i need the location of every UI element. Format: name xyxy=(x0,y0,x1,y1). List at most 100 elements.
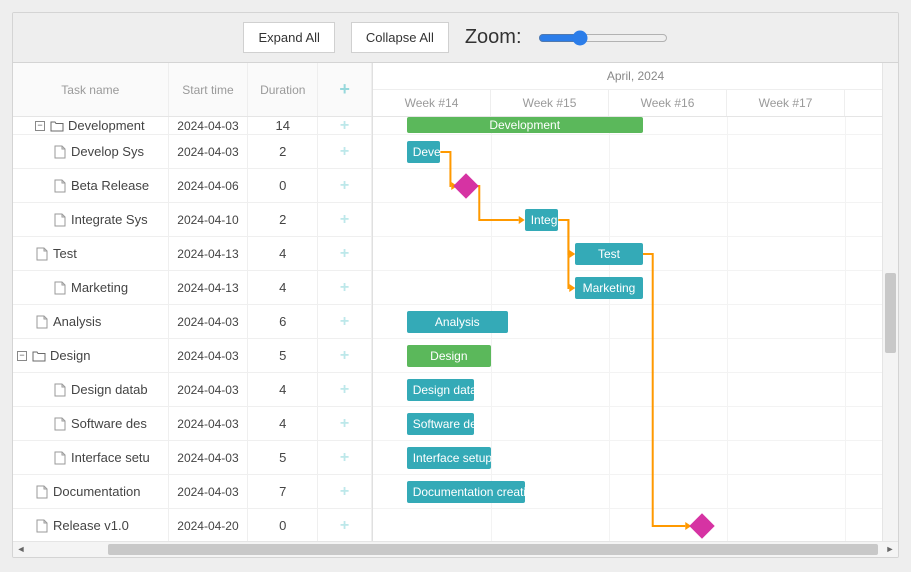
collapse-icon[interactable]: − xyxy=(17,351,27,361)
task-start-cell: 2024-04-03 xyxy=(169,305,249,338)
add-subtask-button[interactable]: + xyxy=(318,475,372,508)
table-row[interactable]: −Design2024-04-035+ xyxy=(13,339,372,373)
add-subtask-button[interactable]: + xyxy=(318,305,372,338)
task-name-cell: Software des xyxy=(13,407,169,440)
task-name-cell: Marketing xyxy=(13,271,169,304)
task-name-label: Develop Sys xyxy=(71,144,144,159)
add-subtask-button[interactable]: + xyxy=(318,339,372,372)
scrollbar-thumb[interactable] xyxy=(108,544,878,555)
gantt-bar-label: Marketing xyxy=(583,281,636,295)
add-subtask-button[interactable]: + xyxy=(318,117,372,134)
timescale-week: Week #16 xyxy=(609,90,727,116)
table-row[interactable]: Test2024-04-134+ xyxy=(13,237,372,271)
document-icon xyxy=(53,417,67,431)
vertical-scrollbar[interactable] xyxy=(882,63,898,541)
task-name-label: Integrate Sys xyxy=(71,212,148,227)
task-grid: Task name Start time Duration + −Develop… xyxy=(13,63,373,541)
table-row[interactable]: Documentation2024-04-037+ xyxy=(13,475,372,509)
task-name-label: Release v1.0 xyxy=(53,518,129,533)
task-name-label: Analysis xyxy=(53,314,101,329)
table-row[interactable]: Analysis2024-04-036+ xyxy=(13,305,372,339)
table-row[interactable]: Beta Release2024-04-060+ xyxy=(13,169,372,203)
chart-row xyxy=(373,135,898,169)
table-row[interactable]: Release v1.02024-04-200+ xyxy=(13,509,372,541)
task-start-cell: 2024-04-03 xyxy=(169,407,249,440)
column-header-duration[interactable]: Duration xyxy=(248,63,318,116)
table-row[interactable]: Interface setu 2024-04-035+ xyxy=(13,441,372,475)
gantt-chart: April, 2024 Week #14Week #15Week #16Week… xyxy=(373,63,898,541)
add-subtask-button[interactable]: + xyxy=(318,441,372,474)
scrollbar-thumb[interactable] xyxy=(885,273,896,353)
scroll-left-button[interactable]: ◄ xyxy=(13,542,29,556)
task-duration-cell: 4 xyxy=(248,373,318,406)
gantt-bar-label: Design datab xyxy=(413,383,474,397)
table-row[interactable]: Develop Sys2024-04-032+ xyxy=(13,135,372,169)
gantt-bar[interactable]: Documentation creatio xyxy=(407,481,525,503)
add-subtask-button[interactable]: + xyxy=(318,373,372,406)
gantt-bar-label: Design xyxy=(430,349,467,363)
gantt-bar[interactable]: Interface setup xyxy=(407,447,491,469)
task-start-cell: 2024-04-13 xyxy=(169,237,249,270)
add-task-button[interactable]: + xyxy=(318,63,372,116)
gantt-bar[interactable]: Marketing xyxy=(575,277,642,299)
horizontal-scrollbar[interactable]: ◄ ► xyxy=(13,541,898,557)
document-icon xyxy=(35,519,49,533)
gantt-bar-label: Test xyxy=(598,247,620,261)
task-duration-cell: 4 xyxy=(248,407,318,440)
table-row[interactable]: −Development2024-04-0314+ xyxy=(13,117,372,135)
task-name-label: Design datab xyxy=(71,382,148,397)
task-start-cell: 2024-04-03 xyxy=(169,441,249,474)
task-start-cell: 2024-04-06 xyxy=(169,169,249,202)
task-name-label: Interface setu xyxy=(71,450,150,465)
task-duration-cell: 7 xyxy=(248,475,318,508)
gantt-bar[interactable]: Design datab xyxy=(407,379,474,401)
zoom-slider[interactable] xyxy=(538,30,668,46)
task-duration-cell: 2 xyxy=(248,135,318,168)
gantt-bar[interactable]: Development xyxy=(407,117,643,133)
task-name-cell: Documentation xyxy=(13,475,169,508)
document-icon xyxy=(35,315,49,329)
task-name-cell: Release v1.0 xyxy=(13,509,169,541)
add-subtask-button[interactable]: + xyxy=(318,271,372,304)
add-subtask-button[interactable]: + xyxy=(318,407,372,440)
add-subtask-button[interactable]: + xyxy=(318,237,372,270)
task-name-cell: Design datab xyxy=(13,373,169,406)
document-icon xyxy=(53,145,67,159)
task-start-cell: 2024-04-20 xyxy=(169,509,249,541)
zoom-label: Zoom: xyxy=(465,26,522,49)
gantt-bar[interactable]: Integra xyxy=(525,209,559,231)
collapse-icon[interactable]: − xyxy=(35,121,45,131)
add-subtask-button[interactable]: + xyxy=(318,135,372,168)
add-subtask-button[interactable]: + xyxy=(318,169,372,202)
task-name-label: Software des xyxy=(71,416,147,431)
task-start-cell: 2024-04-03 xyxy=(169,339,249,372)
collapse-all-button[interactable]: Collapse All xyxy=(351,22,449,53)
table-row[interactable]: Integrate Sys2024-04-102+ xyxy=(13,203,372,237)
table-row[interactable]: Design datab2024-04-034+ xyxy=(13,373,372,407)
gantt-bar[interactable]: Software des xyxy=(407,413,474,435)
chart-row xyxy=(373,509,898,541)
timescale-week: Week #15 xyxy=(491,90,609,116)
table-row[interactable]: Software des 2024-04-034+ xyxy=(13,407,372,441)
gantt-bar-label: Software des xyxy=(413,417,474,431)
add-subtask-button[interactable]: + xyxy=(318,203,372,236)
gantt-bar-label: Development xyxy=(489,118,560,132)
column-header-name[interactable]: Task name xyxy=(13,63,169,116)
task-name-cell: Test xyxy=(13,237,169,270)
column-header-start[interactable]: Start time xyxy=(169,63,249,116)
gantt-bar[interactable]: Test xyxy=(575,243,642,265)
document-icon xyxy=(53,383,67,397)
document-icon xyxy=(53,213,67,227)
task-duration-cell: 5 xyxy=(248,441,318,474)
task-duration-cell: 14 xyxy=(248,117,318,134)
scroll-right-button[interactable]: ► xyxy=(882,542,898,556)
table-row[interactable]: Marketing2024-04-134+ xyxy=(13,271,372,305)
gantt-bar[interactable]: Analysis xyxy=(407,311,508,333)
task-start-cell: 2024-04-03 xyxy=(169,117,249,134)
task-name-cell: Develop Sys xyxy=(13,135,169,168)
gantt-bar[interactable]: Design xyxy=(407,345,491,367)
expand-all-button[interactable]: Expand All xyxy=(243,22,334,53)
add-subtask-button[interactable]: + xyxy=(318,509,372,541)
gantt-bar[interactable]: Devel xyxy=(407,141,441,163)
task-name-cell: Beta Release xyxy=(13,169,169,202)
